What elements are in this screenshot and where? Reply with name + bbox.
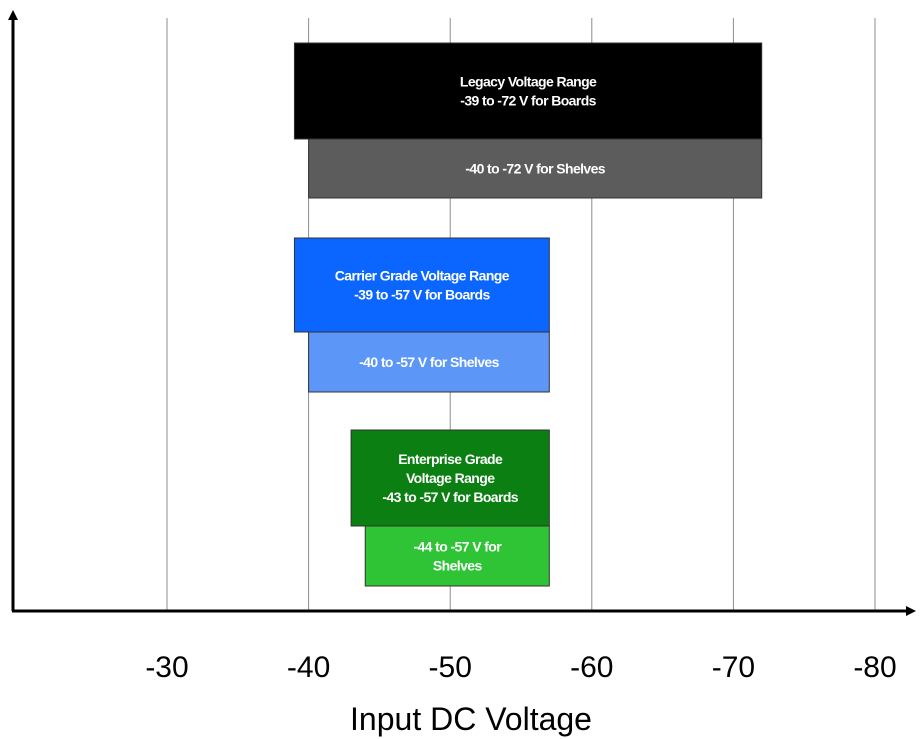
bar-rect xyxy=(364,525,550,587)
bar-label: -39 to -57 V for Boards xyxy=(354,287,490,303)
bar-rect xyxy=(308,331,550,393)
bar-enterprise-grade-boards: Enterprise Grade Voltage Range -43 to -57 … xyxy=(350,429,550,527)
bar-label: -43 to -57 V for Boards xyxy=(382,489,518,505)
bar-label: -44 to -57 V for xyxy=(413,539,502,555)
bar-legacy-shelves: -40 to -72 V for Shelves xyxy=(308,138,763,199)
bar-label: -39 to -72 V for Boards xyxy=(460,93,596,109)
bar-carrier-grade-boards: Carrier Grade Voltage Range -39 to -57 V … xyxy=(293,237,550,333)
bar-label: -40 to -57 V for Shelves xyxy=(359,354,499,370)
bar-legacy-boards: Legacy Voltage Range -39 to -72 V for Boa… xyxy=(293,42,763,140)
x-tick-label: -50 xyxy=(429,651,472,684)
bar-label: Legacy Voltage Range xyxy=(460,74,597,90)
bar-rect xyxy=(293,237,550,333)
bar-label: Carrier Grade Voltage Range xyxy=(335,268,510,284)
x-tick-label: -60 xyxy=(570,651,613,684)
bar-label: Enterprise Grade xyxy=(398,451,503,467)
x-tick-label: -70 xyxy=(712,651,755,684)
bar-rect xyxy=(350,429,550,527)
bar-label: -40 to -72 V for Shelves xyxy=(465,161,605,177)
x-tick-label: -30 xyxy=(145,651,188,684)
bar-rect xyxy=(308,138,763,199)
bar-carrier-grade-shelves: -40 to -57 V for Shelves xyxy=(308,331,550,393)
bars-group: Legacy Voltage Range -39 to -72 V for Boa… xyxy=(293,42,763,587)
bar-label: Shelves xyxy=(433,558,483,574)
x-tick-label: -40 xyxy=(287,651,330,684)
x-tick-labels: -30 -40 -50 -60 -70 -80 xyxy=(145,651,896,684)
bar-enterprise-grade-shelves: -44 to -57 V for Shelves xyxy=(364,525,550,587)
bar-label: Voltage Range xyxy=(406,470,495,486)
x-tick-label: -80 xyxy=(853,651,896,684)
x-axis-title: Input DC Voltage xyxy=(350,701,592,737)
bar-rect xyxy=(293,42,763,140)
